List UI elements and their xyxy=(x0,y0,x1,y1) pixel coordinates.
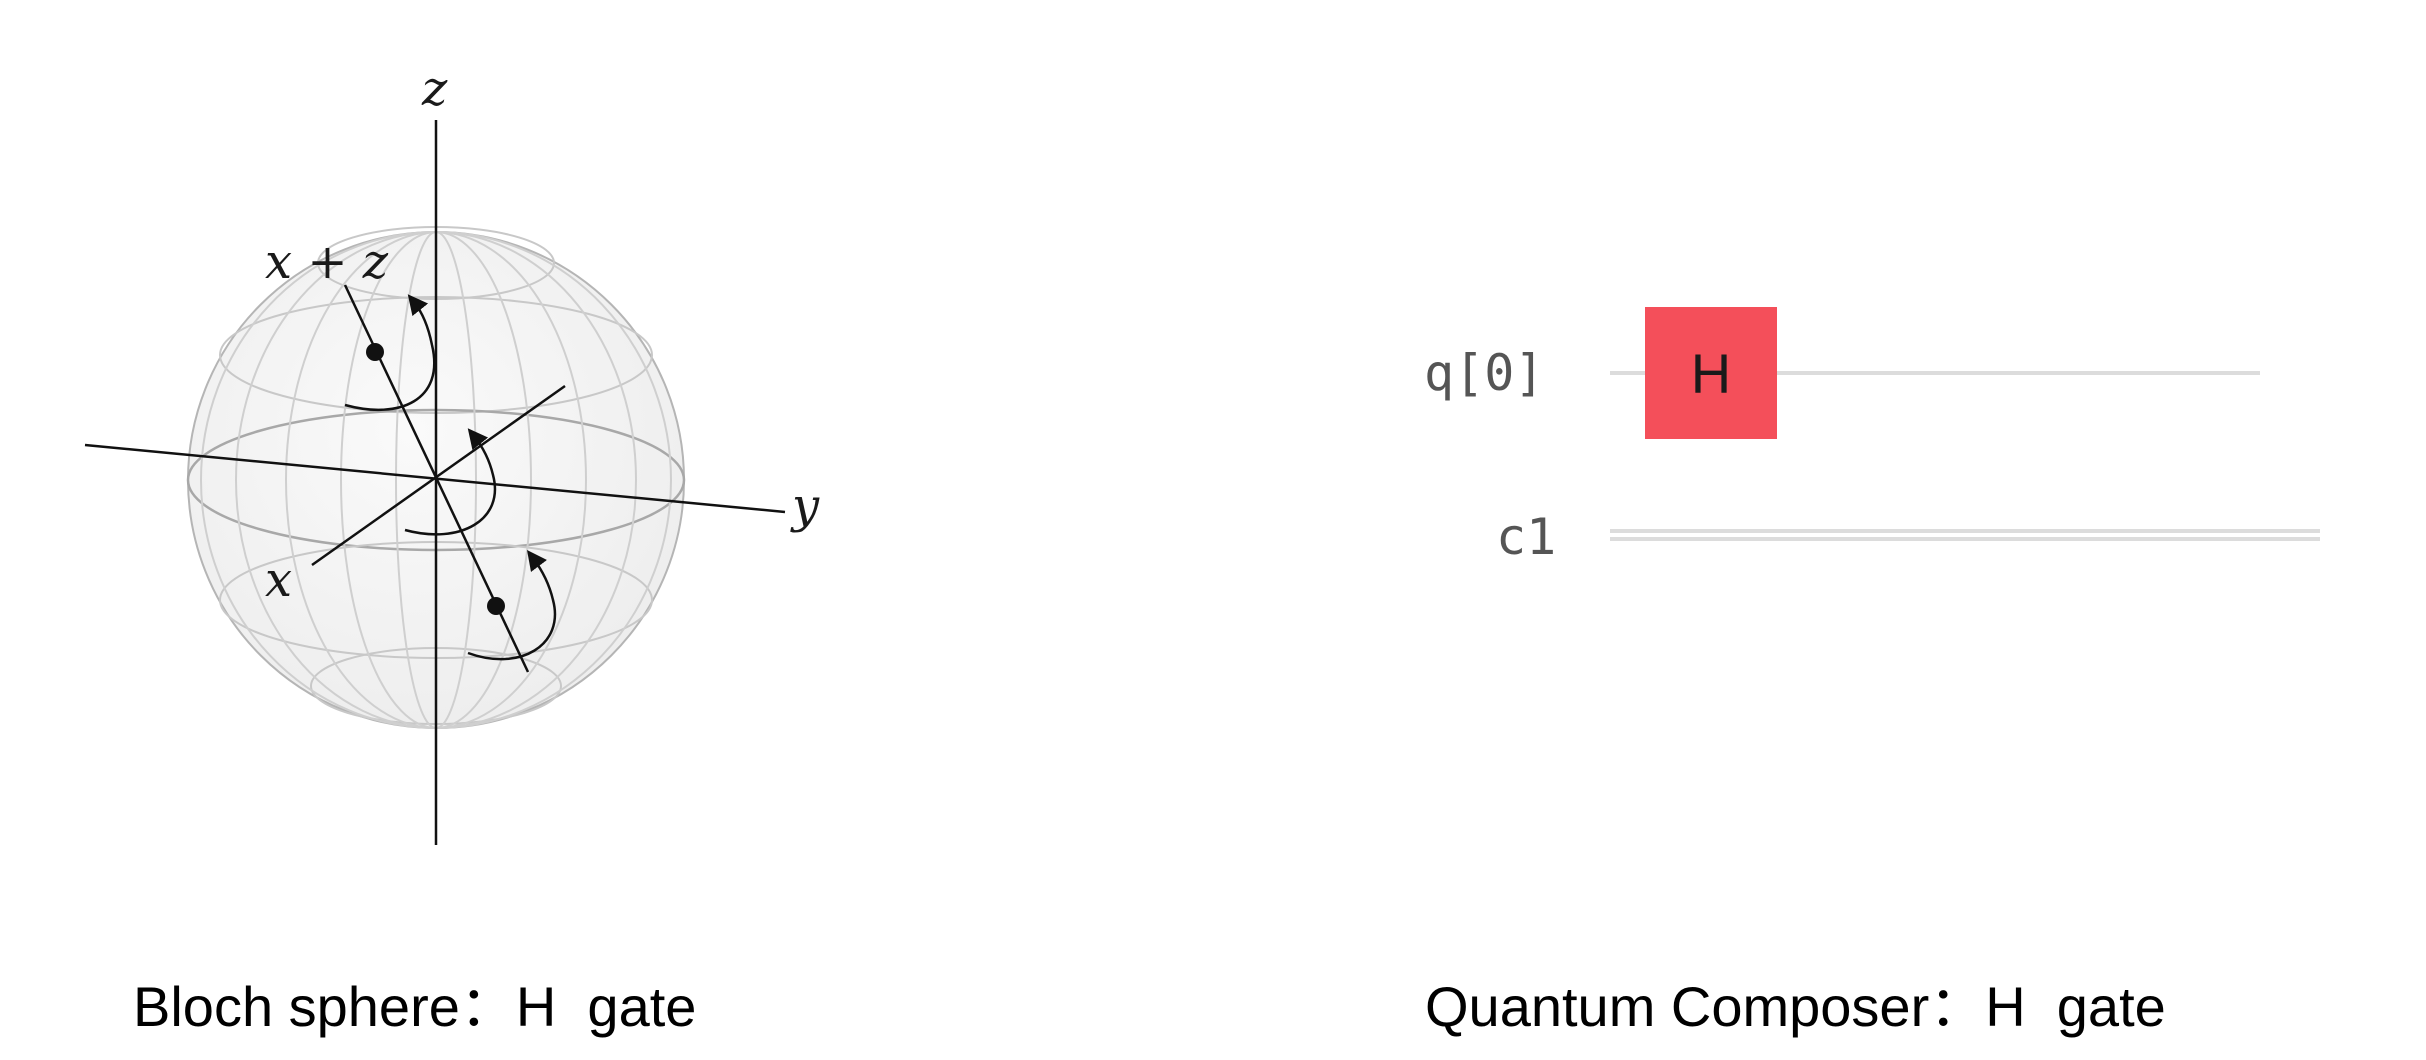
x-axis xyxy=(311,384,566,567)
classical-wire xyxy=(1610,529,2320,541)
qubit-label: q[0] xyxy=(1424,344,1545,402)
rotation-arrows xyxy=(344,294,557,661)
x-plus-z-axis-label: x + z xyxy=(265,234,389,290)
state-points xyxy=(366,343,505,615)
qubit-wire xyxy=(1610,371,2260,375)
quantum-composer-caption: Quantum Composer：H gate xyxy=(1425,975,2166,1038)
y-axis-label: y xyxy=(790,478,820,534)
bloch-sphere-diagram: z y x x + z xyxy=(84,61,820,845)
bloch-sphere-caption: Bloch sphere：H gate xyxy=(133,975,697,1038)
lower-state-point xyxy=(487,597,505,615)
lower-rotation-arrow xyxy=(467,549,557,661)
center-rotation-arrow xyxy=(404,428,497,536)
upper-state-point xyxy=(366,343,384,361)
x-axis-label: x xyxy=(265,552,292,608)
h-gate[interactable]: H xyxy=(1645,307,1777,439)
classical-register-label: c1 xyxy=(1496,508,1557,566)
quantum-circuit: q[0] H c1 xyxy=(1380,250,2340,590)
upper-rotation-arrow xyxy=(344,294,436,412)
z-axis-label: z xyxy=(421,61,448,117)
